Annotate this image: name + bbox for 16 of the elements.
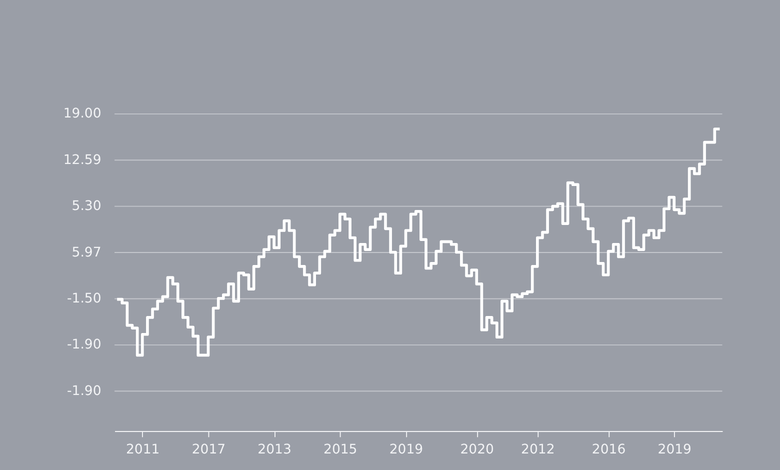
x-tick-label: 2012 [521,442,555,458]
x-tick-label: 2019 [389,442,424,458]
text: -1.50 [66,292,102,307]
x-tick-label: 2017 [192,442,226,458]
x-tick-label: 2019 [658,442,692,458]
text: 12.59 [63,152,102,168]
x-tick-label: 2016 [592,442,626,458]
text: -1.90 [66,384,102,399]
text: -1.90 [66,338,102,353]
x-tick-label: 2011 [126,442,160,458]
x-tick-label: 2015 [324,442,358,458]
x-tick-label: 2020 [460,442,494,458]
text: 19.00 [63,106,102,122]
text: 5.30 [72,199,102,214]
x-tick-label: 2013 [258,442,292,458]
text: 5.97 [72,245,102,260]
